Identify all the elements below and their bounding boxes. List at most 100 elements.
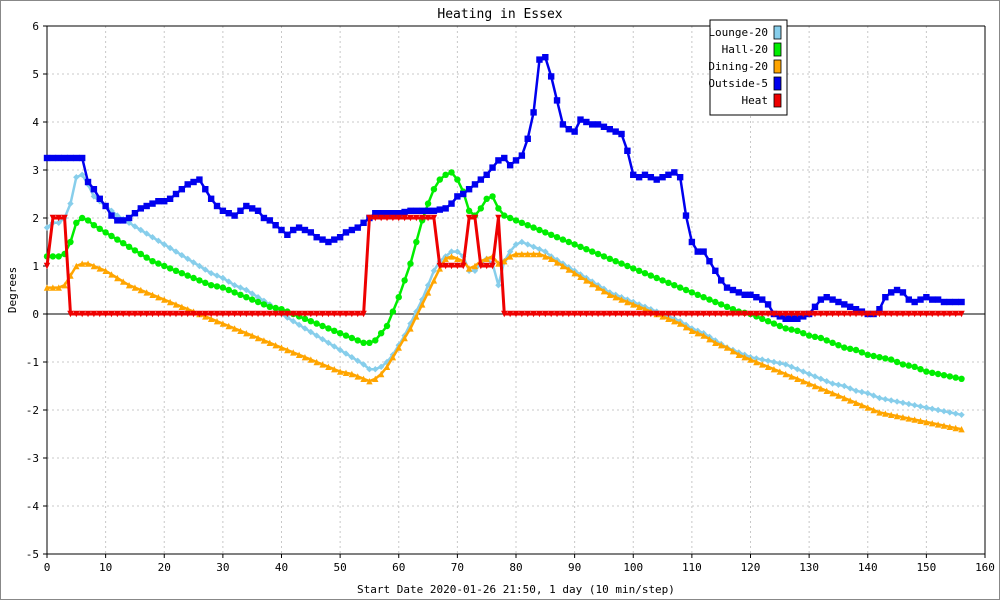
data-point <box>800 378 807 385</box>
data-point <box>706 336 713 343</box>
data-point <box>700 248 707 255</box>
data-point <box>149 310 156 318</box>
data-point <box>753 358 760 366</box>
data-point <box>524 310 531 318</box>
data-point <box>547 73 555 80</box>
data-point <box>73 154 80 162</box>
data-point <box>454 193 461 200</box>
data-point <box>248 290 256 297</box>
data-point <box>360 219 367 226</box>
data-point <box>342 229 350 236</box>
data-point <box>184 272 191 279</box>
data-point <box>131 310 139 318</box>
series-heat <box>43 214 965 318</box>
data-point <box>272 310 279 318</box>
data-point <box>870 310 877 318</box>
data-point <box>90 262 98 270</box>
data-point <box>213 318 221 325</box>
data-point <box>940 408 948 415</box>
data-point <box>952 310 959 318</box>
data-point <box>190 310 197 318</box>
data-point <box>348 310 356 318</box>
data-point <box>413 238 420 246</box>
grid <box>47 26 985 554</box>
data-point <box>800 330 807 337</box>
data-point <box>811 333 819 340</box>
data-point <box>219 274 227 282</box>
data-point <box>342 369 350 376</box>
data-point <box>284 314 291 321</box>
data-point <box>888 356 895 363</box>
data-point <box>166 298 174 306</box>
data-point <box>84 178 92 186</box>
data-point <box>817 375 825 382</box>
data-point <box>559 236 567 243</box>
data-point <box>231 325 238 332</box>
data-point <box>729 286 737 294</box>
data-point <box>958 426 965 433</box>
data-point <box>184 310 191 318</box>
data-point <box>893 286 901 294</box>
data-point <box>764 318 772 325</box>
data-point <box>477 176 485 183</box>
data-point <box>952 410 959 417</box>
data-point <box>114 274 121 282</box>
data-point <box>149 200 156 207</box>
data-point <box>823 294 830 301</box>
data-point <box>829 310 836 318</box>
x-tick-label: 70 <box>451 561 464 574</box>
data-point <box>764 363 772 370</box>
y-tick-label: -1 <box>26 356 39 369</box>
data-point <box>671 282 678 289</box>
data-point <box>178 186 186 193</box>
data-point <box>313 310 320 318</box>
data-point <box>759 310 766 318</box>
data-point <box>506 253 514 260</box>
data-point <box>254 310 262 318</box>
data-point <box>419 301 426 308</box>
data-point <box>594 284 602 291</box>
x-tick-label: 60 <box>392 561 405 574</box>
data-point <box>272 222 279 229</box>
data-point <box>413 214 420 222</box>
data-point <box>635 310 643 318</box>
data-point <box>225 278 232 285</box>
data-point <box>61 154 68 162</box>
legend-label-hall-20: Hall-20 <box>722 43 768 56</box>
data-point <box>852 387 860 394</box>
data-point <box>108 271 115 278</box>
data-point <box>248 332 256 339</box>
y-tick-label: 6 <box>32 20 39 33</box>
data-point <box>723 303 731 310</box>
data-point <box>899 414 907 421</box>
data-point <box>108 212 115 219</box>
data-point <box>770 366 778 373</box>
data-point <box>90 222 98 229</box>
data-point <box>647 174 655 181</box>
x-tick-label: 40 <box>275 561 288 574</box>
data-point <box>794 366 801 373</box>
data-point <box>934 310 942 318</box>
data-point <box>313 320 320 327</box>
data-point <box>612 294 619 301</box>
data-point <box>436 262 443 270</box>
data-point <box>659 310 666 318</box>
data-point <box>653 176 660 183</box>
data-point <box>483 255 490 262</box>
data-point <box>506 162 514 169</box>
data-point <box>307 356 315 363</box>
data-point <box>272 342 279 349</box>
data-point <box>172 248 180 255</box>
y-tick-label: 4 <box>32 116 39 129</box>
data-point <box>876 394 883 402</box>
data-point <box>841 344 848 351</box>
data-point <box>917 403 924 410</box>
data-point <box>207 270 215 277</box>
data-point <box>782 310 789 318</box>
data-point <box>348 354 356 361</box>
data-point <box>940 422 948 429</box>
data-point <box>712 298 719 306</box>
data-point <box>583 277 590 284</box>
data-point <box>858 388 866 396</box>
data-point <box>635 303 643 310</box>
